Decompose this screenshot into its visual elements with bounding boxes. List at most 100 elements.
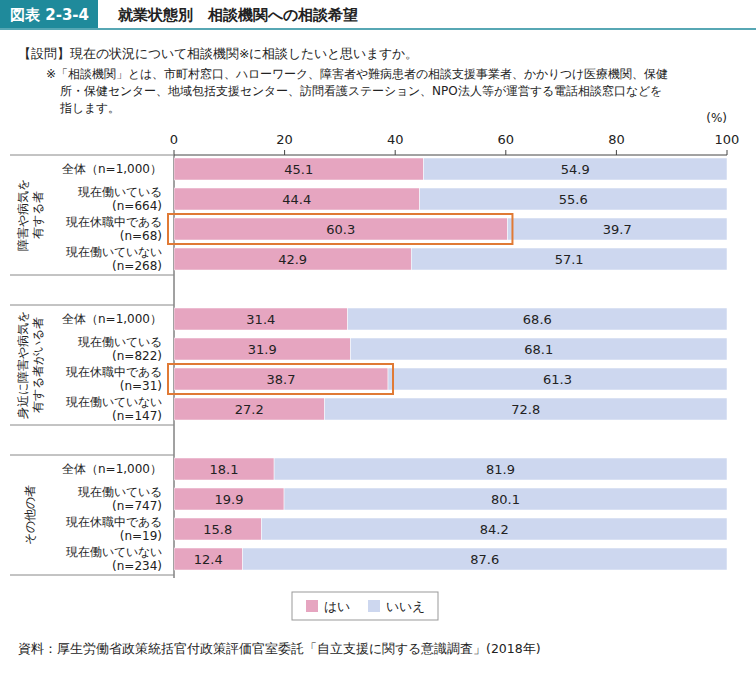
note: 指します。	[59, 101, 120, 115]
note: 所・保健センター、地域包括支援センター、訪問看護ステーション、NPO法人等が運営…	[60, 84, 662, 98]
label-line: 現在働いている	[78, 485, 162, 499]
bar-segment	[411, 248, 727, 270]
x-tick	[284, 150, 285, 155]
chart: 図表 2-3-4就業状態別 相談機関への相談希望【設問】現在の状況について相談機…	[0, 0, 756, 673]
note: ※「相談機関」とは、市町村窓口、ハローワーク、障害者や難病患者の相談支援事業者、…	[46, 67, 668, 81]
bar-segment	[174, 458, 274, 480]
bar-segment	[324, 398, 727, 420]
group-separator	[10, 155, 174, 156]
data-label: 68.1	[524, 342, 553, 357]
group-label: 障害や病気を有する者	[16, 179, 45, 251]
group-label-line: その他の者	[23, 485, 37, 545]
data-label: 39.7	[603, 222, 632, 237]
data-label: 60.3	[326, 222, 355, 237]
label-line: (n=268)	[112, 259, 162, 273]
unit-label: (%)	[706, 111, 727, 125]
category-label: 現在働いていない(n=268)	[66, 245, 162, 273]
category-label: 現在休職中である(n=68)	[66, 215, 162, 243]
label-line: 現在休職中である	[66, 365, 162, 379]
x-tick-label: 0	[170, 132, 178, 147]
bar-segment	[284, 488, 727, 510]
label-line: 現在休職中である	[66, 215, 162, 229]
data-label: 68.6	[523, 312, 552, 327]
group-label: 身近に障害や病気を有する者がいる者	[16, 311, 45, 419]
x-tick-label: 20	[276, 132, 293, 147]
label-line: 全体（n=1,000）	[62, 462, 162, 476]
label-line: (n=19)	[120, 529, 162, 543]
bar-segment	[420, 188, 727, 210]
data-label: 12.4	[194, 552, 223, 567]
label-line: (n=68)	[120, 229, 162, 243]
bar-segment	[174, 188, 420, 210]
group-separator	[10, 455, 174, 456]
x-axis-line	[174, 155, 727, 156]
data-label: 72.8	[511, 402, 540, 417]
legend-label: はい	[324, 599, 350, 614]
data-label: 45.1	[284, 162, 313, 177]
highlight-box	[168, 214, 512, 244]
x-tick	[395, 150, 396, 155]
label-line: 現在休職中である	[66, 515, 162, 529]
label-line: 現在働いていない	[66, 545, 162, 559]
highlight-box	[168, 364, 393, 394]
data-label: 15.8	[203, 522, 232, 537]
x-tick-label: 100	[715, 132, 740, 147]
category-label: 現在働いている(n=664)	[78, 185, 162, 213]
group-label: その他の者	[23, 485, 37, 545]
x-tick	[505, 150, 506, 155]
category-label: 現在休職中である(n=31)	[66, 365, 162, 393]
bar-segment	[388, 368, 727, 390]
question: 【設問】現在の状況について相談機関※に相談したいと思いますか。	[18, 46, 418, 61]
bar-segment	[174, 338, 350, 360]
x-tick	[174, 150, 175, 155]
data-label: 87.6	[470, 552, 499, 567]
bar-segment	[261, 518, 727, 540]
group-label-line: 身近に障害や病気を	[16, 311, 30, 419]
bar-segment	[243, 548, 727, 570]
bar-segment	[174, 308, 348, 330]
bar-segment	[174, 398, 324, 420]
label-line: (n=664)	[112, 199, 162, 213]
label-line: (n=234)	[112, 559, 162, 573]
data-label: 27.2	[235, 402, 264, 417]
legend-swatch	[306, 600, 318, 612]
legend-label: いいえ	[386, 599, 425, 614]
x-tick	[616, 150, 617, 155]
bar-segment	[348, 308, 727, 330]
data-label: 18.1	[210, 462, 239, 477]
data-label: 80.1	[491, 492, 520, 507]
category-label: 現在働いている(n=822)	[78, 335, 162, 363]
bar-segment	[174, 248, 411, 270]
x-tick-label: 60	[498, 132, 515, 147]
label-line: (n=31)	[120, 379, 162, 393]
category-label: 全体（n=1,000）	[62, 162, 162, 176]
bar-segment	[174, 518, 261, 540]
data-label: 55.6	[559, 192, 588, 207]
group-label-line: 有する者がいる者	[31, 317, 45, 413]
category-label: 現在働いていない(n=234)	[66, 545, 162, 573]
data-label: 57.1	[555, 252, 584, 267]
group-label-line: 障害や病気を	[16, 179, 30, 251]
bar-segment	[174, 368, 388, 390]
label-line: 現在働いている	[78, 185, 162, 199]
data-label: 84.2	[480, 522, 509, 537]
label-line: 全体（n=1,000）	[62, 312, 162, 326]
category-label: 現在休職中である(n=19)	[66, 515, 162, 543]
source: 資料：厚生労働省政策統括官付政策評価官室委託「自立支援に関する意識調査」(201…	[18, 641, 541, 656]
label-line: 現在働いている	[78, 335, 162, 349]
category-label: 現在働いている(n=747)	[78, 485, 162, 513]
bar-segment	[174, 548, 243, 570]
data-label: 54.9	[561, 162, 590, 177]
group-separator	[10, 275, 174, 276]
label-line: 全体（n=1,000）	[62, 162, 162, 176]
bar-segment	[274, 458, 727, 480]
data-label: 31.4	[246, 312, 275, 327]
group-separator	[10, 425, 174, 426]
bar-segment	[507, 218, 727, 240]
x-tick-label: 80	[608, 132, 625, 147]
category-label: 現在働いていない(n=147)	[66, 395, 162, 423]
data-label: 81.9	[486, 462, 515, 477]
data-label: 42.9	[278, 252, 307, 267]
legend-box	[292, 592, 438, 620]
x-tick-label: 40	[387, 132, 404, 147]
